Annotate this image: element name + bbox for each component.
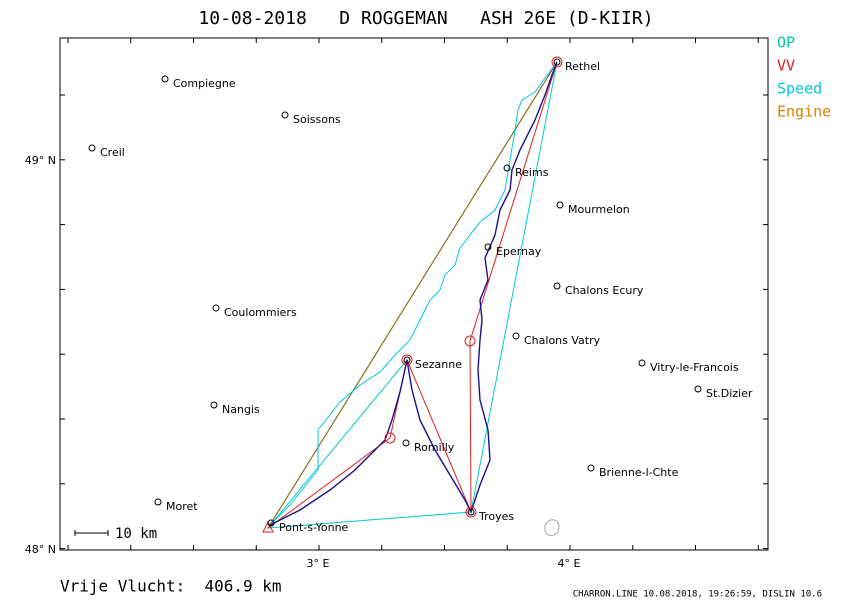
town-marker	[694, 385, 702, 393]
town-marker	[503, 164, 511, 172]
town-marker	[402, 439, 410, 447]
town-label: Mourmelon	[568, 203, 630, 216]
start-marker	[262, 520, 274, 533]
x-axis-label: 4° E	[558, 557, 581, 570]
town-marker	[210, 401, 218, 409]
turnpoint	[551, 56, 563, 68]
town-marker	[88, 144, 96, 152]
town-marker	[512, 332, 520, 340]
town-marker	[154, 498, 162, 506]
turnpoint	[384, 432, 396, 444]
town-label: Troyes	[478, 510, 514, 523]
town-label: Creil	[100, 146, 125, 159]
turnpoint	[401, 354, 413, 366]
town-marker	[212, 304, 220, 312]
town-label: Rethel	[565, 60, 600, 73]
legend-entry: VV	[777, 57, 795, 75]
town-label: Soissons	[293, 113, 341, 126]
x-axis-label: 3° E	[307, 557, 330, 570]
town-marker	[281, 111, 289, 119]
town-marker	[638, 359, 646, 367]
airspace-outline	[544, 519, 560, 537]
scale-label: 10 km	[115, 526, 157, 542]
town-label: Nangis	[222, 403, 260, 416]
town-marker	[553, 282, 561, 290]
towns: Compiegne Soissons Creil Reims Rethel Mourmel…	[88, 58, 753, 534]
town-label: Chalons Vatry	[524, 334, 601, 347]
frame-ticks	[60, 38, 768, 550]
y-axis-label: 48° N	[25, 543, 56, 556]
town-marker	[267, 519, 275, 527]
town-label: Romilly	[414, 441, 455, 454]
flight-tracks	[262, 56, 563, 537]
distance: Vrije Vlucht: 406.9 km	[60, 577, 282, 596]
map-frame	[59, 37, 769, 551]
town-label: Pont-s-Yonne	[279, 521, 349, 534]
town-label: Reims	[515, 166, 549, 179]
town-label: Compiegne	[173, 77, 236, 90]
town-label: Sezanne	[415, 358, 462, 371]
turnpoint	[465, 506, 477, 518]
title: 10-08-2018 D ROGGEMAN ASH 26E (D-KIIR)	[198, 8, 653, 29]
town-label: Brienne-l-Chte	[599, 466, 679, 479]
town-label: Epernay	[496, 245, 542, 258]
town-marker	[553, 58, 561, 66]
speed-trace	[269, 61, 558, 526]
town-marker	[467, 508, 475, 516]
y-axis-label: 49° N	[25, 154, 56, 167]
legend-entry: Engine	[777, 103, 831, 121]
town-marker	[161, 75, 169, 83]
town-marker	[484, 243, 492, 251]
turnpoint	[464, 335, 476, 347]
legend-entry: Speed	[777, 80, 822, 98]
op-leg	[266, 61, 558, 529]
flight-trace	[269, 61, 558, 526]
engine-op-leg	[267, 61, 558, 529]
legend: OP VV Speed Engine	[777, 34, 831, 121]
town-marker	[403, 356, 411, 364]
town-label: Coulommiers	[224, 306, 297, 319]
town-label: St.Dizier	[706, 387, 753, 400]
credits: CHARRON.LINE 10.08.2018, 19:26:59, DISLI…	[573, 590, 822, 600]
town-marker	[556, 201, 564, 209]
town-marker	[587, 464, 595, 472]
legend-entry: OP	[777, 34, 795, 52]
vv-leg	[267, 61, 558, 529]
town-label: Chalons Ecury	[565, 284, 644, 297]
town-label: Moret	[166, 500, 198, 513]
town-label: Vitry-le-Francois	[650, 361, 739, 374]
